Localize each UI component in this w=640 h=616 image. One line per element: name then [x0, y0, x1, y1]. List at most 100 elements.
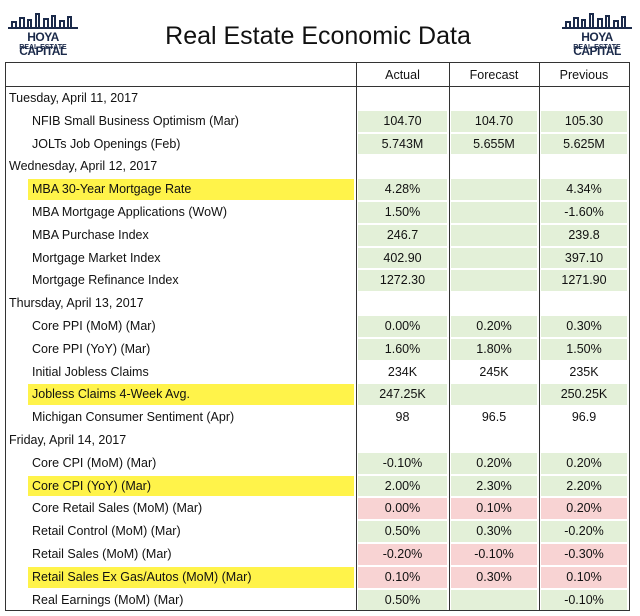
value-cell [541, 110, 627, 132]
value-cell [541, 384, 627, 406]
value-cell [358, 361, 447, 383]
date-row: Tuesday, April 11, 2017 [9, 91, 139, 105]
value-cell [358, 384, 447, 406]
value: 1.50% [566, 341, 602, 356]
row-label: Core CPI (YoY) (Mar) [32, 478, 152, 493]
value-cell [358, 270, 447, 292]
value-cell [451, 133, 537, 155]
value: 0.20% [476, 319, 512, 333]
row-label: Mortgage Refinance Index [32, 273, 179, 288]
skyline [8, 13, 78, 29]
row-label: MBA 30-Year Mortgage Rate [32, 182, 192, 197]
value-cell [451, 475, 537, 497]
row-label: Core CPI (MoM) (Mar) [32, 455, 157, 470]
row-highlight [28, 179, 354, 200]
value-cell [358, 338, 447, 360]
value: 104.70 [383, 113, 422, 128]
date-row: Friday, April 14, 2017 [9, 433, 127, 447]
column-header: Actual [385, 68, 420, 82]
value-cell [451, 316, 537, 337]
value-cell [451, 179, 537, 200]
title: Real Estate Economic Data [165, 22, 471, 50]
value: 402.90 [383, 250, 422, 265]
value: 5.655M [473, 136, 515, 151]
row-label: Real Earnings (MoM) (Mar) [32, 592, 184, 607]
value-cell [451, 224, 537, 246]
value: 0.20% [476, 455, 512, 470]
value-cell [451, 521, 537, 542]
date-row: Thursday, April 13, 2017 [9, 296, 144, 311]
value: 4.34% [566, 182, 602, 197]
value: 5.743M [381, 136, 424, 151]
value-cell [541, 566, 627, 588]
value-cell [451, 338, 537, 360]
value: 0.10% [476, 501, 512, 516]
value: -0.10% [564, 592, 604, 607]
value: 235K [569, 364, 599, 379]
value-cell [358, 452, 447, 474]
row-highlight [28, 566, 354, 588]
logo-sub: REAL ESTATE [573, 44, 621, 51]
value: 5.625M [563, 136, 605, 151]
value: 0.00% [384, 319, 421, 333]
value-cell [541, 316, 627, 337]
value: -1.60% [564, 205, 604, 219]
date-row: Wednesday, April 12, 2017 [9, 159, 158, 174]
value-cell [358, 566, 447, 588]
value-cell [358, 179, 447, 200]
value-cell [451, 247, 537, 269]
value: -0.20% [382, 547, 423, 561]
value: 1.50% [384, 205, 421, 219]
row-highlight [28, 384, 354, 406]
value-cell [541, 589, 627, 611]
row-label: Mortgage Market Index [32, 250, 161, 265]
value: 245K [479, 364, 509, 379]
column-header: Previous [559, 68, 609, 82]
value-cell [358, 589, 447, 611]
value: 105.30 [564, 113, 604, 128]
value: 0.20% [566, 501, 602, 516]
row-label: Initial Jobless Claims [32, 364, 149, 379]
value-cell [358, 110, 447, 132]
value: 0.50% [384, 592, 421, 607]
value-cell [451, 361, 537, 383]
value-cell [358, 202, 447, 223]
row-label: NFIB Small Business Optimism (Mar) [32, 113, 239, 128]
value: 104.70 [474, 113, 514, 128]
column-divider [539, 63, 540, 610]
logo-right: HOYA CAPITAL REAL ESTATE [560, 8, 634, 58]
row-label: MBA Mortgage Applications (WoW) [32, 205, 227, 219]
logo-sub: REAL ESTATE [19, 44, 67, 51]
value-cell [358, 133, 447, 155]
value: -0.30% [564, 547, 604, 561]
row-label: Jobless Claims 4-Week Avg. [32, 387, 190, 402]
value: 0.10% [384, 569, 421, 584]
value-cell [358, 224, 447, 246]
skyline [562, 13, 632, 29]
value-cell [358, 521, 447, 542]
column-header: Forecast [469, 68, 519, 82]
value-cell [451, 270, 537, 292]
value: 1.80% [476, 341, 512, 356]
row-label: Retail Control (MoM) (Mar) [32, 524, 181, 539]
row-label: MBA Purchase Index [32, 227, 149, 242]
value-cell [541, 224, 627, 246]
value: -0.10% [382, 455, 423, 470]
value: 246.7 [386, 227, 419, 242]
value-cell [451, 202, 537, 223]
row-label: Retail Sales (MoM) (Mar) [32, 547, 172, 561]
value: 247.25K [379, 387, 426, 402]
column-divider [449, 63, 450, 610]
row-highlight [28, 475, 354, 497]
value: 1.60% [384, 341, 421, 356]
value-cell [541, 521, 627, 542]
value-cell [541, 247, 627, 269]
value: 239.8 [568, 227, 600, 242]
value: 2.00% [384, 478, 421, 493]
value-cell [541, 179, 627, 200]
value: 98 [395, 410, 410, 425]
value: 96.9 [571, 410, 597, 425]
value: 1271.90 [561, 273, 607, 288]
row-label: Michigan Consumer Sentiment (Apr) [32, 410, 235, 425]
value-cell [541, 133, 627, 155]
